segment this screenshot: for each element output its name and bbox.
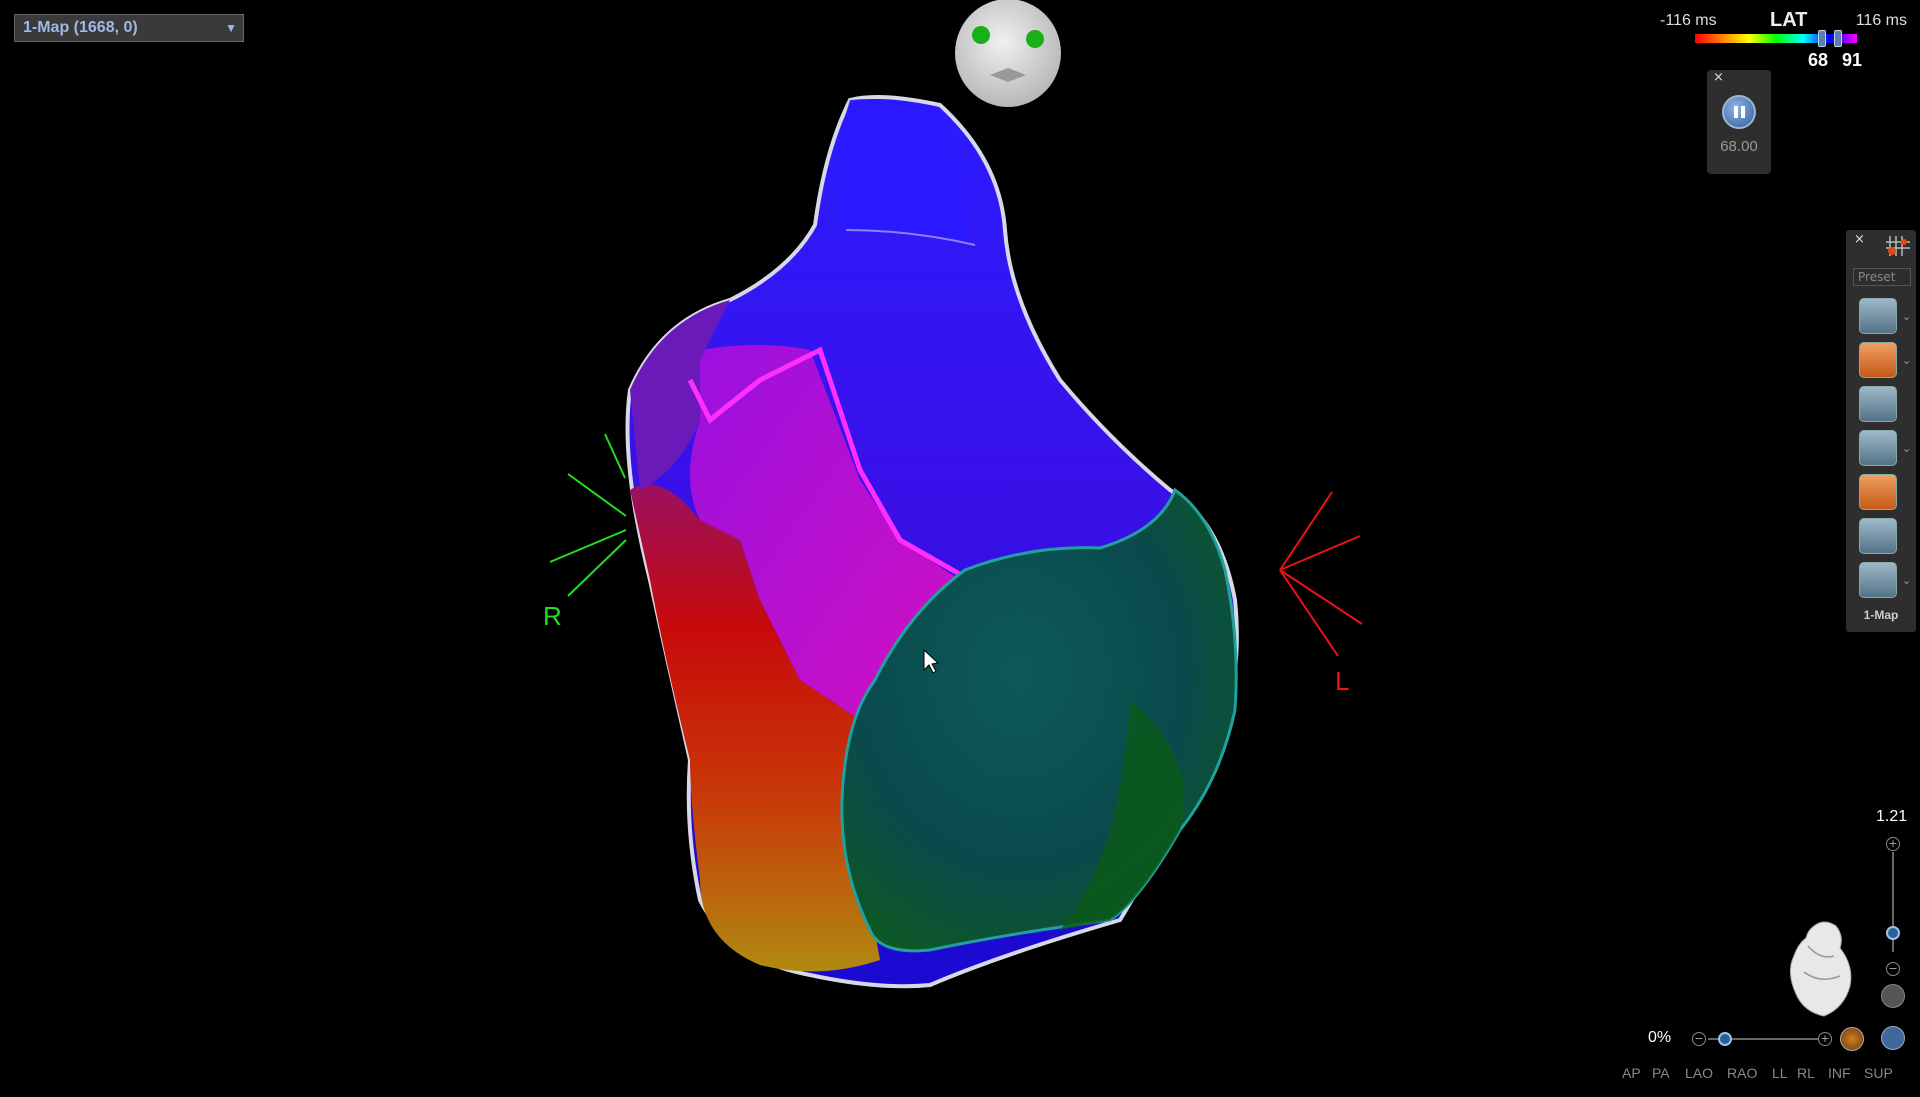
grid-settings-icon[interactable] — [1884, 234, 1912, 258]
color-map-button[interactable] — [1859, 342, 1897, 378]
left-orientation-marker — [1279, 491, 1363, 657]
lat-min-label: -116 ms — [1660, 12, 1717, 29]
points-display-button[interactable] — [1859, 298, 1897, 334]
opacity-slider-track[interactable] — [1708, 1038, 1818, 1040]
zoom-slider-thumb[interactable] — [1886, 926, 1900, 940]
view-ll-button[interactable]: LL — [1772, 1065, 1788, 1081]
display-toolbar: × Preset ⌄ ⌄ ⌄ ⌄ 1-Map — [1846, 230, 1916, 632]
zoom-slider-track[interactable] — [1892, 852, 1894, 952]
chevron-down-icon[interactable]: ⌄ — [1902, 354, 1912, 367]
toolbar-map-select[interactable]: 1-Map — [1863, 608, 1899, 622]
lat-low-value: 68 — [1808, 50, 1829, 70]
left-label: L — [1335, 666, 1349, 696]
zoom-value: 1.21 — [1876, 808, 1908, 825]
color-grid-button[interactable] — [1859, 474, 1897, 510]
chevron-down-icon[interactable]: ⌄ — [1902, 442, 1912, 455]
opacity-slider-thumb[interactable] — [1718, 1032, 1732, 1046]
right-orientation-marker — [549, 433, 627, 597]
opacity-value: 0% — [1648, 1029, 1672, 1046]
preset-select[interactable]: Preset — [1853, 268, 1911, 286]
close-icon[interactable]: × — [1713, 70, 1724, 85]
opacity-decrease-button[interactable]: − — [1692, 1032, 1706, 1046]
lat-max-label: 116 ms — [1855, 12, 1907, 29]
lat-title: LAT — [1770, 9, 1808, 31]
lat-low-handle[interactable] — [1818, 30, 1826, 47]
chevron-down-icon: ▼ — [225, 21, 237, 35]
lat-color-scale: -116 ms LAT 116 ms 68 91 — [1650, 8, 1915, 78]
close-icon[interactable]: × — [1854, 232, 1865, 247]
playback-panel: × 68.00 — [1707, 70, 1771, 174]
view-rao-button[interactable]: RAO — [1727, 1065, 1758, 1081]
lat-high-value: 91 — [1842, 50, 1863, 70]
chevron-down-icon[interactable]: ⌄ — [1902, 574, 1912, 587]
rotate-view-button[interactable] — [1881, 1026, 1905, 1050]
chevron-down-icon[interactable]: ⌄ — [1902, 310, 1912, 323]
map-selector-value: 1-Map (1668, 0) — [23, 19, 138, 36]
right-label: R — [543, 601, 562, 631]
dense-grid-button[interactable] — [1859, 518, 1897, 554]
view-lao-button[interactable]: LAO — [1685, 1065, 1714, 1081]
orientation-head-icon — [955, 0, 1061, 107]
view-pa-button[interactable]: PA — [1652, 1065, 1670, 1081]
lat-colorbar — [1695, 34, 1857, 43]
grid-points-button[interactable] — [1859, 430, 1897, 466]
electrode-button[interactable] — [1859, 562, 1897, 598]
mouse-cursor-icon — [923, 648, 940, 674]
anatomy-mesh[interactable] — [625, 94, 1239, 989]
zoom-in-button[interactable]: + — [1886, 837, 1900, 851]
view-inf-button[interactable]: INF — [1828, 1065, 1851, 1081]
playback-value: 68.00 — [1720, 138, 1758, 155]
view-sup-button[interactable]: SUP — [1864, 1065, 1893, 1081]
zoom-out-button[interactable]: − — [1886, 962, 1900, 976]
view-rl-button[interactable]: RL — [1797, 1065, 1815, 1081]
pause-button[interactable] — [1722, 95, 1756, 129]
map-selector[interactable]: 1-Map (1668, 0) ▼ — [14, 14, 244, 42]
opacity-increase-button[interactable]: + — [1818, 1032, 1832, 1046]
catheter-display-button[interactable] — [1859, 386, 1897, 422]
view-ap-button[interactable]: AP — [1622, 1065, 1641, 1081]
heart-view-button[interactable] — [1881, 984, 1905, 1008]
heart-orientation-icon[interactable] — [1784, 916, 1860, 1020]
lat-high-handle[interactable] — [1834, 30, 1842, 47]
surface-texture-button[interactable] — [1840, 1027, 1864, 1051]
